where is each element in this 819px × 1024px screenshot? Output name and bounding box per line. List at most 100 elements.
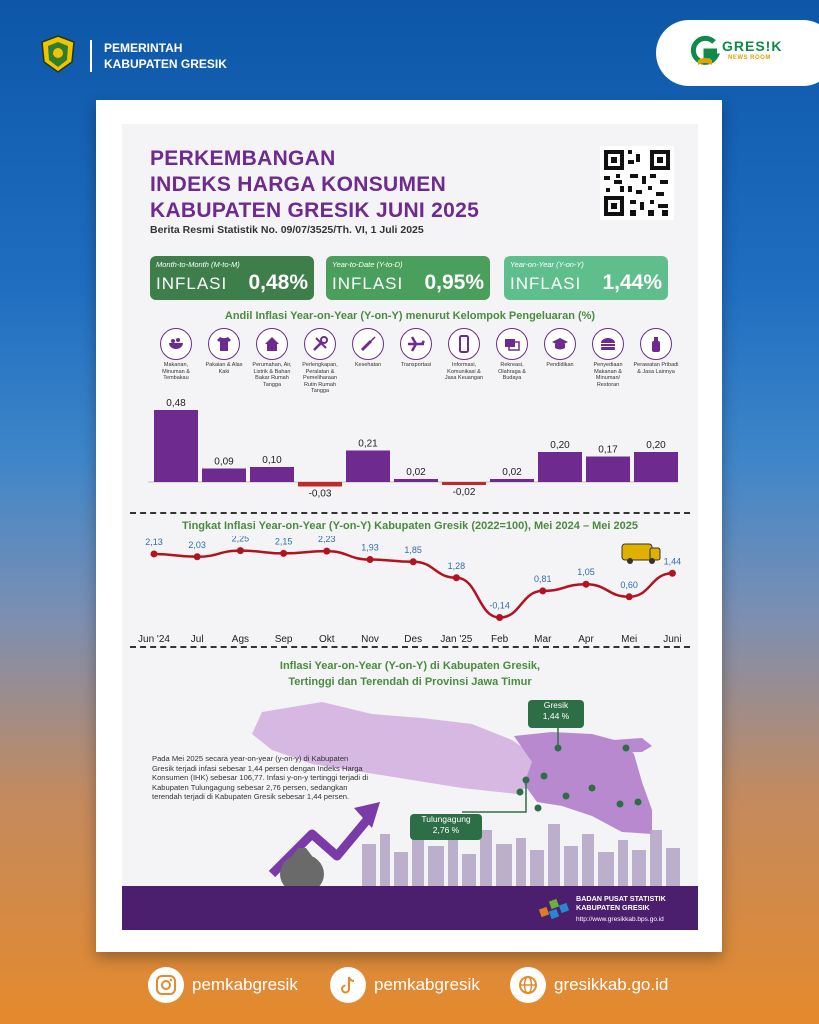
category-label: Informasi, Komunikasi & Jasa Keuangan <box>444 362 484 381</box>
line-value-label: 2,15 <box>275 536 293 546</box>
house-icon <box>256 328 288 360</box>
bar <box>634 452 678 482</box>
line-point <box>409 558 417 566</box>
line-point <box>193 553 201 561</box>
category-label: Penyediaan Makanan & Minuman/ Restoran <box>593 362 623 388</box>
bar-value-label: 0,17 <box>598 445 618 456</box>
social-website[interactable]: gresikkab.go.id <box>510 962 668 1008</box>
gresik-callout-value: 1,44 % <box>542 711 570 721</box>
category-label: Perawatan Pribadi & Jasa Lainnya <box>633 362 679 375</box>
header-line-1: PEMERINTAH <box>104 41 183 55</box>
social-handle: pemkabgresik <box>374 975 480 994</box>
line-point <box>366 556 374 564</box>
bps-name: BADAN PUSAT STATISTIK KABUPATEN GRESIK <box>576 894 666 912</box>
x-tick-label: Juni <box>663 634 681 645</box>
x-tick-label: Jan '25 <box>440 634 472 645</box>
tiktok-icon <box>330 967 366 1003</box>
category-item: Kesehatan <box>345 328 391 369</box>
tools-icon <box>304 328 336 360</box>
line-value-label: 1,85 <box>404 545 422 555</box>
kpi-word: INFLASI <box>156 274 228 293</box>
category-item: Makanan, Minuman & Tembakau <box>153 328 199 382</box>
kpi-word: INFLASI <box>510 274 582 293</box>
category-item: Perlengkapan, Peralatan & Pemeliharaan R… <box>297 328 343 395</box>
bps-url-link[interactable]: http://www.gresikkab.bps.go.id <box>576 916 664 923</box>
bar <box>586 456 630 482</box>
line-value-label: 2,03 <box>188 540 206 550</box>
gresik-callout: Gresik 1,44 % <box>528 700 584 728</box>
brand-subtitle: NEWS ROOM <box>728 55 771 61</box>
bar-value-label: 0,10 <box>262 455 282 466</box>
category-item: Perumahan, Air, Listrik & Bahan Bakar Ru… <box>249 328 295 388</box>
qr-code-icon[interactable] <box>600 146 674 220</box>
social-instagram[interactable]: pemkabgresik <box>148 962 298 1008</box>
line-value-label: 1,44 <box>664 556 682 566</box>
x-tick-label: Feb <box>491 634 509 645</box>
category-label: Pakaian & Alas Kaki <box>205 362 243 375</box>
kpi-word: INFLASI <box>332 274 404 293</box>
bar-value-label: 0,09 <box>214 457 234 468</box>
kpi-month-to-month: Month-to-Month (M-to-M) INFLASI 0,48% <box>150 256 314 300</box>
line-value-label: 2,25 <box>232 536 250 544</box>
x-tick-label: Okt <box>319 634 335 645</box>
bps-logo-icon <box>538 898 570 920</box>
category-label: Makanan, Minuman & Tembakau <box>162 362 190 381</box>
airplane-icon <box>400 328 432 360</box>
bar <box>394 479 438 482</box>
kpi-label: Month-to-Month (M-to-M) <box>156 260 240 269</box>
cards-icon <box>496 328 528 360</box>
section-divider <box>130 512 690 514</box>
line-value-label: 2,13 <box>145 537 163 547</box>
category-item: Transportasi <box>393 328 439 369</box>
category-label: Perumahan, Air, Listrik & Bahan Bakar Ru… <box>252 362 292 388</box>
social-tiktok[interactable]: pemkabgresik <box>330 962 480 1008</box>
x-tick-label: Nov <box>361 634 379 645</box>
java-map <box>252 702 680 894</box>
line-point <box>582 580 590 588</box>
line-value-label: 0,81 <box>534 574 552 584</box>
bar <box>346 450 390 482</box>
food-bowl-icon <box>160 328 192 360</box>
x-tick-label: Mar <box>534 634 552 645</box>
header-line-2: KABUPATEN GRESIK <box>104 57 227 71</box>
line-point <box>323 547 331 555</box>
instagram-icon <box>148 967 184 1003</box>
line-value-label: 0,60 <box>620 580 638 590</box>
category-label: Perlengkapan, Peralatan & Pemeliharaan R… <box>302 362 338 394</box>
category-item: Pendidikan <box>537 328 583 369</box>
bar-value-label: 0,02 <box>406 467 426 478</box>
x-tick-label: Des <box>404 634 422 645</box>
kpi-value: 0,95% <box>424 271 484 294</box>
map-title-line-1: Inflasi Year-on-Year (Y-on-Y) di Kabupat… <box>279 660 541 672</box>
category-label: Transportasi <box>400 362 432 368</box>
line-value-label: 1,93 <box>361 543 379 553</box>
x-tick-label: Mei <box>621 634 637 645</box>
kabupaten-emblem-icon <box>41 35 75 73</box>
bar-chart-title: Andil Inflasi Year-on-Year (Y-on-Y) menu… <box>224 310 596 322</box>
bar-value-label: 0,20 <box>646 440 666 451</box>
line-value-label: 2,23 <box>318 536 336 544</box>
category-item: Pakaian & Alas Kaki <box>201 328 247 375</box>
line-value-label: 1,05 <box>577 567 595 577</box>
x-tick-label: Jul <box>191 634 204 645</box>
line-point <box>150 550 158 558</box>
kpi-label: Year-to-Date (Y-to-D) <box>332 260 403 269</box>
line-point <box>668 569 676 577</box>
bar <box>154 410 198 482</box>
category-item: Rekreasi, Olahraga & Budaya <box>489 328 535 382</box>
poster-title: PERKEMBANGAN INDEKS HARGA KONSUMEN KABUP… <box>150 146 479 224</box>
title-line-3: KABUPATEN GRESIK JUNI 2025 <box>150 199 480 222</box>
line-chart-title: Tingkat Inflasi Year-on-Year (Y-on-Y) Ka… <box>182 520 638 532</box>
bar-value-label: -0,02 <box>453 487 476 498</box>
kpi-year-on-year: Year-on-Year (Y-on-Y) INFLASI 1,44% <box>504 256 668 300</box>
line-point <box>539 587 547 595</box>
category-item: Perawatan Pribadi & Jasa Lainnya <box>633 328 679 375</box>
header-divider <box>90 40 92 72</box>
line-point <box>280 549 288 557</box>
bar <box>442 482 486 485</box>
tulungagung-callout-name: Tulungagung <box>421 814 471 824</box>
line-value-label: -0,14 <box>489 601 510 611</box>
line-point <box>625 593 633 601</box>
brand-badge[interactable] <box>656 20 819 86</box>
bar-value-label: 0,48 <box>166 398 186 409</box>
